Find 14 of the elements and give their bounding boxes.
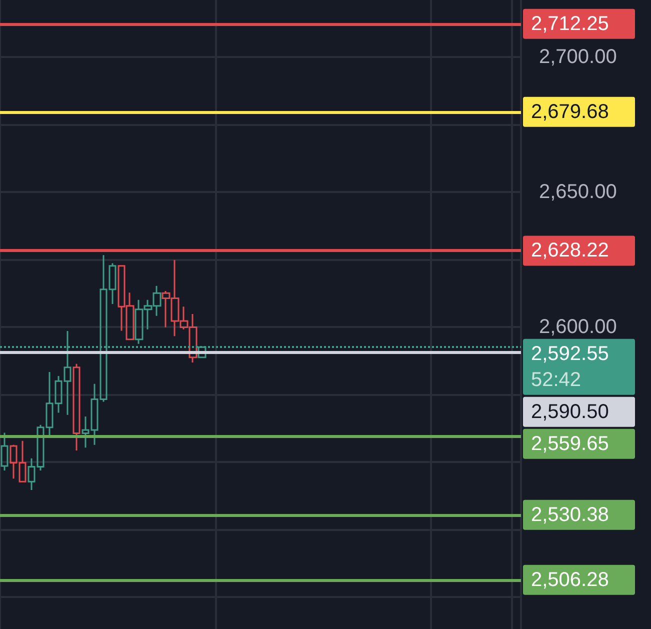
y-tick-label: 2,650.00 (539, 180, 617, 203)
ref-line-label: 2,628.22 (531, 240, 609, 262)
ref-line-label: 2,592.55 (531, 342, 609, 365)
ref-line-label: 2,559.65 (531, 432, 609, 455)
ref-line-label: 2,712.25 (531, 12, 609, 35)
ref-line-label: 2,590.50 (531, 400, 609, 423)
ref-line-label: 2,679.68 (531, 100, 609, 123)
candlestick (0, 432, 8, 472)
candlestick (72, 363, 80, 452)
ref-line-label: 2,530.38 (531, 504, 609, 526)
text: 52:42 (531, 368, 582, 391)
y-tick-label: 2,600.00 (539, 316, 617, 338)
ref-line-label: 2,506.28 (531, 568, 609, 591)
y-tick-label: 2,700.00 (539, 46, 617, 68)
